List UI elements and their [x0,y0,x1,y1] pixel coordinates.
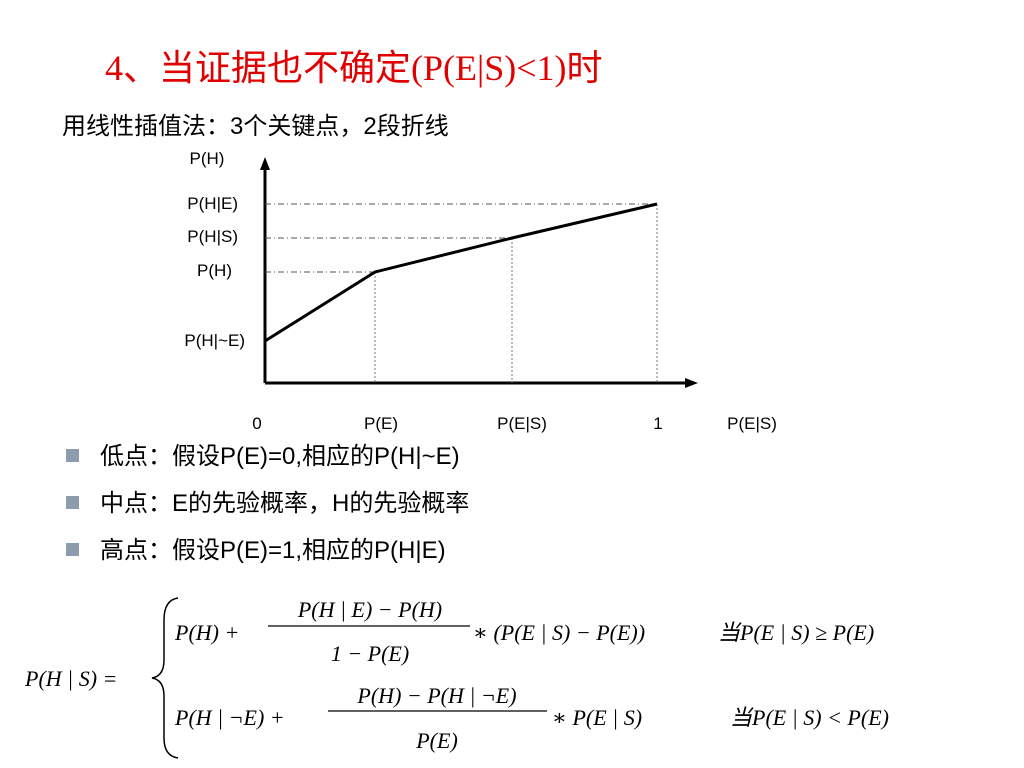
x-label: P(E) [364,414,398,433]
y-label: P(H|S) [187,227,238,246]
subtitle: 用线性插值法：3个关键点，2段折线 [62,113,449,140]
case-tail: ∗ (P(E | S) − P(E)) [473,620,645,645]
bullet-list: 低点：假设P(E)=0,相应的P(H|~E) 中点：E的先验概率，H的先验概率 … [66,443,469,564]
case-tail: ∗ P(E | S) [552,705,642,730]
formula: P(H | S) = P(H) + P(H | E) − P(H) 1 − P(… [24,597,889,759]
bullet-marker [66,543,79,556]
y-axis-label: P(H) [190,149,225,168]
numerator: P(H) − P(H | ¬E) [356,683,516,708]
bullet-text: 中点：E的先验概率，H的先验概率 [100,490,469,517]
case-term: P(H) + [174,620,239,645]
y-arrow [260,157,270,170]
y-label: P(H|E) [187,194,238,213]
x-label: P(E|S) [497,414,547,433]
x-label: 0 [252,414,261,433]
formula-lhs: P(H | S) = [24,666,117,691]
diagram: P(H) P(H|E) P(H|S) P(H) P(H|~E) 0 P(E) P… [184,149,777,433]
denominator: 1 − P(E) [331,641,409,666]
case-condition: 当P(E | S) ≥ P(E) [718,620,874,645]
case-term: P(H | ¬E) + [174,705,285,730]
brace [151,597,179,759]
slide-title: 4、当证据也不确定(P(E|S)<1)时 [105,48,603,88]
x-axis-label: P(E|S) [727,414,777,433]
y-label: P(H) [197,261,232,280]
bullet-marker [66,496,79,509]
x-arrow [685,378,698,388]
bullet-text: 高点：假设P(E)=1,相应的P(H|E) [100,537,446,564]
bullet-marker [66,449,79,462]
bullet-text: 低点：假设P(E)=0,相应的P(H|~E) [100,443,460,470]
numerator: P(H | E) − P(H) [297,597,442,622]
denominator: P(E) [415,728,458,753]
y-label: P(H|~E) [184,331,245,350]
interpolation-line [264,202,658,343]
x-label: 1 [653,414,662,433]
case-condition: 当P(E | S) < P(E) [730,705,889,730]
